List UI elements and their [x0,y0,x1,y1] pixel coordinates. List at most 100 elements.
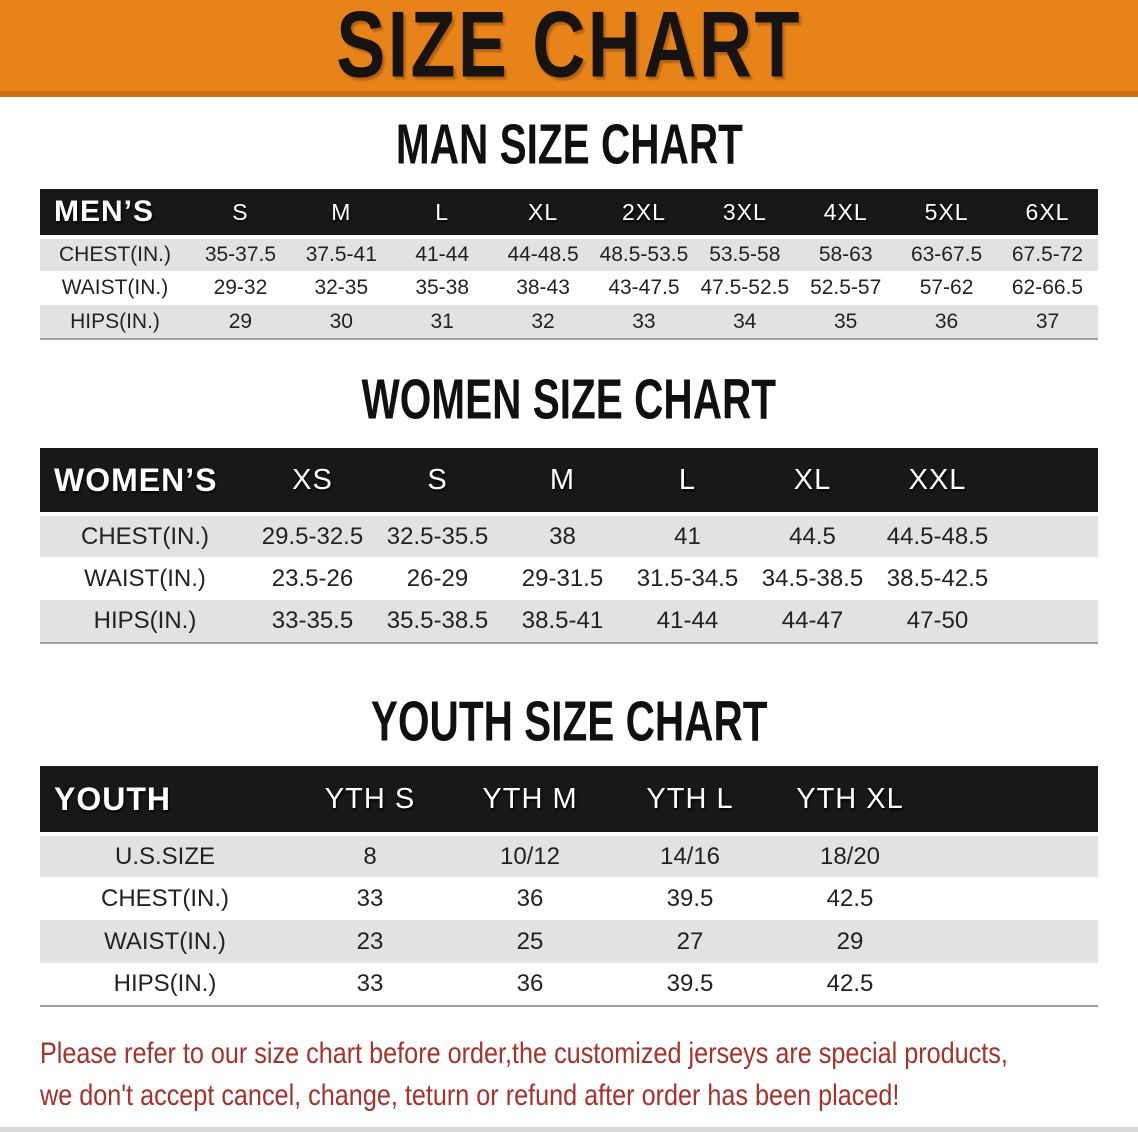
cell-value: 34 [694,305,796,340]
cell-value: 30 [290,305,392,340]
cell-value: 34.5-38.5 [761,564,864,592]
column-header: 2XL [593,189,695,239]
cell-value: 23 [290,920,450,963]
cell-value: 41 [625,514,750,557]
youth-section-heading: YOUTH SIZE CHART [370,690,768,754]
cell-value: 37.5-41 [290,237,392,271]
size-chart-banner: SIZE CHART [0,0,1138,97]
women-section-heading: WOMEN SIZE CHART [361,368,777,432]
men-table-body: CHEST(IN.) 35-37.5 37.5-41 41-44 44-48.5 48.5… [40,237,1098,340]
cell-value: 38 [500,514,625,557]
cell-value: 26-29 [406,564,469,592]
column-header: XL [492,189,594,239]
column-header: YTH M [450,766,610,836]
spacer-cell [930,877,1098,920]
column-header: 3XL [694,189,796,239]
cell-value: 39.5 [666,884,714,912]
column-header: YTH XL [770,766,930,836]
column-header: YTH S [290,766,450,836]
cell-value: 41-44 [625,600,750,644]
cell-value: 47-50 [875,600,1000,644]
cell-value: 32-35 [314,276,369,299]
cell-value: 14/16 [610,834,770,877]
table-row: WAIST(IN.) 23.5-26 26-29 29-31.5 31.5-34.5 34… [40,557,1098,600]
column-header: L [391,189,493,239]
spacer-cell [1000,448,1098,516]
row-label: WAIST(IN.) [40,920,290,963]
cell-value: 41-44 [391,237,493,271]
youth-section-heading-wrap: YOUTH SIZE CHART [0,690,1138,754]
cell-value: 42.5 [826,884,874,912]
man-section-heading: MAN SIZE CHART [395,113,743,177]
table-row: CHEST(IN.) 33 36 39.5 42.5 [40,877,1098,920]
order-notice-line-1: Please refer to our size chart before or… [40,1037,1008,1070]
cell-value: 37 [997,305,1098,340]
women-section-heading-wrap: WOMEN SIZE CHART [0,368,1138,432]
cell-value: 33 [290,963,450,1007]
order-notice: Please refer to our size chart before or… [40,1033,1138,1117]
cell-value: 42.5 [770,963,930,1007]
man-section-heading-wrap: MAN SIZE CHART [0,113,1138,177]
spacer-cell [930,834,1098,877]
order-notice-line-2: we don't accept cancel, change, teturn o… [40,1079,900,1112]
cell-value: 58-63 [795,237,897,271]
cell-value: 52.5-57 [810,276,882,299]
table-row: HIPS(IN.) 33 36 39.5 42.5 [40,963,1098,1007]
cell-value: 62-66.5 [1011,276,1084,299]
cell-value: 23.5-26 [271,564,354,592]
table-corner-label: MEN’S [40,189,190,239]
youth-table-header-row: YOUTH YTH S YTH M YTH L YTH XL [40,766,1098,836]
row-label: CHEST(IN.) [40,237,190,271]
women-table-header-row: WOMEN’S XS S M L XL XXL [40,448,1098,516]
cell-value: 29-32 [213,276,268,299]
cell-value: 10/12 [450,834,610,877]
row-label: WAIST(IN.) [61,276,169,299]
cell-value: 38.5-42.5 [886,564,989,592]
cell-value: 63-67.5 [896,237,997,271]
table-row: U.S.SIZE 8 10/12 14/16 18/20 [40,834,1098,877]
table-row: WAIST(IN.) 23 25 27 29 [40,920,1098,963]
women-table-body: CHEST(IN.) 29.5-32.5 32.5-35.5 38 41 44.5 44.5… [40,514,1098,644]
cell-value: 36 [896,305,997,340]
cell-value: 31 [391,305,493,340]
row-label: HIPS(IN.) [40,600,250,644]
cell-value: 29-31.5 [521,564,604,592]
cell-value: 8 [290,834,450,877]
youth-size-table: YOUTH YTH S YTH M YTH L YTH XL U.S.SIZE 8 10/1… [40,766,1098,1007]
youth-table-body: U.S.SIZE 8 10/12 14/16 18/20 CHEST(IN.) 33 36 39… [40,834,1098,1007]
spacer-cell [1000,514,1098,557]
column-header: 6XL [997,189,1098,239]
column-header: 5XL [896,189,997,239]
men-table-header-row: MEN’S S M L XL 2XL 3XL 4XL 5XL 6XL [40,189,1098,239]
column-header: S [375,448,500,516]
cell-value: 32.5-35.5 [375,514,500,557]
column-header: XS [250,448,375,516]
column-header: XXL [875,448,1000,516]
banner-title: SIZE CHART [336,0,802,98]
women-size-table: WOMEN’S XS S M L XL XXL CHEST(IN.) 29.5-32.5 32.… [40,448,1098,644]
cell-value: 67.5-72 [997,237,1098,271]
spacer-cell [1000,557,1098,600]
column-header: M [500,448,625,516]
table-corner-label: YOUTH [40,766,290,836]
column-header: S [190,189,291,239]
spacer-cell [1000,600,1098,644]
cell-value: 47.5-52.5 [700,276,790,299]
column-header: L [625,448,750,516]
cell-value: 35-38 [415,276,470,299]
size-chart-content: MAN SIZE CHART MEN’S S M L XL 2XL 3XL 4XL 5XL 6XL… [0,113,1138,1117]
table-row: CHEST(IN.) 35-37.5 37.5-41 41-44 44-48.5 48.5… [40,237,1098,271]
cell-value: 27 [610,920,770,963]
row-label: HIPS(IN.) [40,963,290,1007]
cell-value: 44.5-48.5 [875,514,1000,557]
cell-value: 44-47 [750,600,875,644]
men-size-table: MEN’S S M L XL 2XL 3XL 4XL 5XL 6XL CHEST(IN.) 35-3… [40,189,1098,340]
cell-value: 32 [492,305,594,340]
cell-value: 33 [593,305,695,340]
cell-value: 31.5-34.5 [636,564,739,592]
cell-value: 43-47.5 [608,276,680,299]
cell-value: 33 [356,884,384,912]
spacer-cell [930,920,1098,963]
cell-value: 35-37.5 [190,237,291,271]
row-label: CHEST(IN.) [101,884,229,912]
